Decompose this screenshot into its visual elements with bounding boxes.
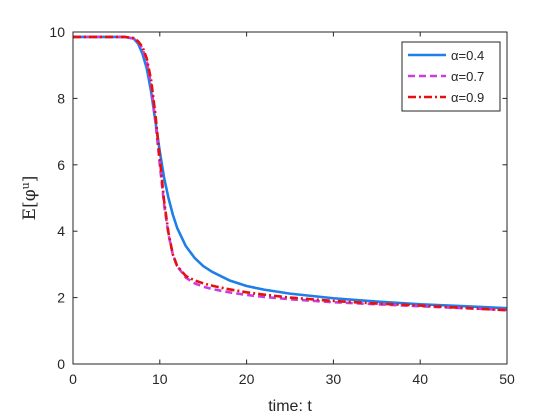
legend-box	[401, 41, 501, 112]
legend-label: α=0.7	[451, 69, 484, 84]
y-tick-label: 0	[57, 356, 65, 372]
legend: α=0.4 α=0.7 α=0.9	[401, 41, 501, 112]
x-tick-label: 20	[239, 371, 255, 387]
y-tick-label: 4	[57, 223, 65, 239]
legend-label: α=0.9	[451, 90, 484, 105]
y-axis-label: E[φu]	[19, 176, 41, 221]
x-tick-label: 10	[152, 371, 168, 387]
series-layer	[73, 35, 508, 312]
y-tick-label: 2	[57, 290, 65, 306]
legend-label: α=0.4	[451, 48, 484, 63]
x-tick-label: 30	[326, 371, 342, 387]
series-line-3	[73, 35, 508, 312]
y-tick-label: 8	[57, 90, 65, 106]
y-tick-label: 6	[57, 157, 65, 173]
axes-layer	[72, 31, 508, 365]
x-tick-label: 50	[499, 371, 515, 387]
x-tick-label: 0	[69, 371, 77, 387]
axes-box	[72, 31, 508, 365]
x-tick-label: 40	[412, 371, 428, 387]
tick-layer: 0 10 20 30 40 50 0 2 4 6 8 10	[49, 24, 515, 387]
y-tick-label: 10	[49, 24, 65, 40]
x-axis-label: time: t	[268, 398, 312, 415]
